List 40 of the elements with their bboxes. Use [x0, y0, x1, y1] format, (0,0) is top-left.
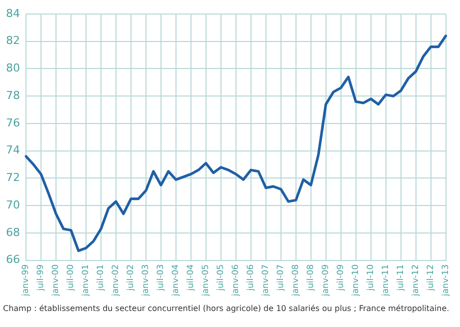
- x-tick-label: juil-05: [216, 264, 226, 292]
- x-tick-label: juil-99: [36, 264, 46, 292]
- y-tick-label: 80: [6, 62, 20, 75]
- y-tick-label: 78: [6, 88, 20, 102]
- x-tick-label: janv-09: [321, 264, 332, 298]
- x-tick-label: juil-00: [66, 264, 76, 292]
- x-tick-label: juil-11: [396, 264, 406, 292]
- y-tick-label: 76: [6, 116, 20, 130]
- x-tick-label: janv-11: [381, 264, 392, 298]
- x-tick-label: janv-02: [111, 264, 122, 298]
- x-tick-label: janv-13: [441, 264, 452, 298]
- x-tick-label: janv-10: [351, 264, 362, 298]
- x-tick-label: juil-07: [276, 264, 286, 292]
- x-tick-label: janv-00: [51, 264, 62, 298]
- y-tick-label: 84: [6, 6, 20, 20]
- x-tick-label: juil-06: [246, 264, 256, 292]
- x-tick-label: juil-02: [126, 264, 136, 292]
- x-tick-label: janv-03: [141, 264, 152, 298]
- x-tick-label: janv-05: [201, 264, 212, 298]
- y-tick-label: 68: [6, 226, 20, 239]
- x-tick-label: janv-07: [261, 264, 272, 298]
- x-tick-label: janv-01: [81, 264, 92, 298]
- y-tick-label: 70: [6, 198, 20, 212]
- x-tick-label: janv-99: [21, 264, 32, 298]
- x-tick-label: juil-12: [426, 264, 436, 292]
- x-tick-label: juil-01: [96, 264, 106, 292]
- x-tick-label: juil-04: [186, 264, 196, 292]
- x-tick-label: juil-10: [366, 264, 376, 292]
- y-tick-label: 82: [6, 34, 20, 48]
- text: Champ : établissements du secteur concurrentiel (hors agricole) de 10 salariés ou plus ; France métropolitaine.: [2, 303, 450, 313]
- x-tick-label: juil-09: [336, 264, 346, 292]
- x-tick-label: janv-06: [231, 264, 242, 298]
- x-tick-label: juil-08: [306, 264, 316, 292]
- x-tick-label: janv-04: [171, 264, 182, 298]
- y-tick-label: 66: [6, 253, 20, 266]
- y-tick-label: 74: [6, 144, 20, 157]
- x-tick-label: janv-12: [411, 264, 422, 298]
- x-tick-label: juil-03: [156, 264, 166, 292]
- y-tick-label: 72: [6, 171, 20, 184]
- x-tick-label: janv-08: [291, 264, 302, 298]
